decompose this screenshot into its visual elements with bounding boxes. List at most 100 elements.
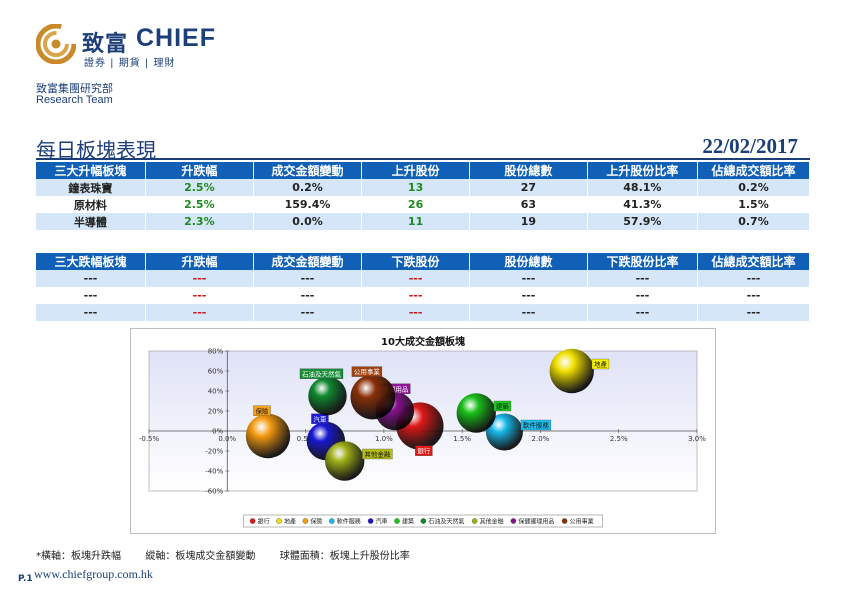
turnover-share: 0.2% [697, 179, 811, 196]
table-header: 上升股份 [361, 162, 471, 179]
x-tick-label: 0.5% [297, 435, 315, 443]
footnote-bubble-size: 球體面積：板塊上升股份比率 [279, 551, 410, 562]
legend-marker [302, 518, 309, 524]
bubble-label: 其他金融 [364, 450, 391, 459]
table-row: --- --- --- --- --- --- --- [36, 304, 811, 321]
sector-name: --- [36, 304, 146, 321]
legend-entry: 其他金融 [480, 518, 504, 526]
x-tick-label: 2.5% [610, 435, 628, 443]
total-stocks: 27 [469, 179, 588, 196]
bubble-label: 軟件服務 [523, 421, 550, 430]
turnover-change: --- [253, 287, 363, 304]
bubble-label: 銀行 [417, 446, 431, 455]
x-tick-label: 2.0% [532, 435, 550, 443]
y-tick-label: 0% [212, 428, 223, 436]
y-tick-label: 80% [208, 348, 224, 356]
sector-name: 鐘表珠寶 [36, 179, 146, 196]
legend-marker [276, 518, 282, 524]
table-header: 下跌股份 [361, 253, 471, 270]
legend-marker [367, 518, 374, 524]
x-tick-label: 1.5% [453, 435, 471, 443]
title-divider [36, 158, 810, 160]
x-tick-label: 3.0% [688, 435, 706, 443]
brand-name-cn: 致富 [82, 32, 129, 57]
legend-marker [394, 518, 400, 524]
total-stocks: 19 [469, 213, 588, 230]
change-pct: 2.5% [145, 179, 254, 196]
legend-entry: 軟件服務 [337, 518, 361, 526]
table-header: 成交金額變動 [253, 162, 363, 179]
table-header: 成交金額變動 [253, 253, 363, 270]
sector-name: 原材料 [36, 196, 146, 213]
table-row: 鐘表珠寶 2.5% 0.2% 13 27 48.1% 0.2% [36, 179, 811, 196]
x-tick-label: 1.0% [375, 435, 393, 443]
sector-name: --- [36, 287, 146, 304]
bubble-label-box [299, 368, 344, 379]
table-row: 半導體 2.3% 0.0% 11 19 57.9% 0.7% [36, 213, 811, 230]
bubble [485, 413, 523, 451]
rising-ratio: 41.3% [587, 196, 698, 213]
bubble-label: 石油及天然氣 [302, 369, 342, 378]
website-link[interactable]: www.chiefgroup.com.hk [34, 567, 153, 581]
rising-ratio: 48.1% [587, 179, 698, 196]
legend-entry: 石油及天然氣 [428, 518, 464, 526]
bubble [549, 348, 594, 394]
falling-ratio: --- [587, 304, 698, 321]
turnover-change: --- [253, 270, 363, 287]
bubble-label-box [493, 400, 512, 412]
total-stocks: 63 [469, 196, 588, 213]
table-header: 三大升幅板塊 [36, 162, 146, 179]
bubble-label: 汽車 [313, 414, 327, 423]
turnover-share: --- [697, 270, 811, 287]
sector-name: 半導體 [36, 213, 146, 230]
chart-footnote: *橫軸：板塊升跌幅 縱軸：板塊成交金額變動 球體面積：板塊上升股份比率 [36, 547, 410, 562]
table-header: 佔總成交額比率 [697, 162, 811, 179]
bubble-label: 保險 [255, 406, 269, 415]
table-header: 上升股份比率 [587, 162, 698, 179]
rising-ratio: 57.9% [587, 213, 698, 230]
bubble-label-box [415, 445, 433, 456]
legend-entry: 銀行 [258, 518, 270, 526]
turnover-share: 0.7% [697, 213, 811, 230]
table-row: --- --- --- --- --- --- --- [36, 287, 811, 304]
report-date: 22/02/2017 [702, 134, 798, 158]
bubble [456, 393, 496, 433]
footnote-x-axis: *橫軸：板塊升跌幅 [36, 551, 121, 562]
change-pct: 2.5% [145, 196, 254, 213]
bubble-label-box [520, 419, 552, 431]
rising-stocks: 26 [361, 196, 471, 213]
department-en: Research Team [36, 94, 113, 106]
turnover-change: 0.2% [253, 179, 363, 196]
bubble-label-box [591, 358, 610, 370]
change-pct: --- [145, 304, 255, 321]
total-stocks: --- [469, 304, 588, 321]
y-tick-label: -20% [205, 448, 223, 456]
turnover-share: --- [697, 287, 811, 304]
bubble-label-box [311, 413, 329, 424]
legend-entry: 建築 [402, 518, 414, 526]
turnover-share: 1.5% [697, 196, 811, 213]
turnover-share: --- [697, 304, 811, 321]
falling-stocks: --- [361, 287, 471, 304]
brand-tagline: 證券 | 期貨 | 理財 [84, 58, 176, 69]
legend-entry: 地產 [284, 518, 296, 526]
top-losers-table: 三大跌幅板塊 升跌幅 成交金額變動 下跌股份 股份總數 下跌股份比率 佔總成交額… [36, 253, 811, 321]
legend-marker [249, 518, 256, 524]
change-pct: --- [145, 270, 255, 287]
legend-marker [329, 518, 335, 524]
footnote-y-axis: 縱軸：板塊成交金額變動 [145, 551, 256, 562]
x-tick-label: -0.5% [139, 435, 160, 443]
turnover-change: --- [253, 304, 363, 321]
chief-logo-icon [36, 24, 76, 64]
table-row: 原材料 2.5% 159.4% 26 63 41.3% 1.5% [36, 196, 811, 213]
legend-marker [471, 518, 478, 524]
table-header-row: 三大升幅板塊 升跌幅 成交金額變動 上升股份 股份總數 上升股份比率 佔總成交額… [36, 162, 811, 179]
page-number: P.1 [18, 574, 33, 584]
bubble [245, 413, 291, 459]
bubble [308, 376, 347, 416]
x-tick-label: 0.0% [218, 435, 236, 443]
y-tick-label: -60% [205, 488, 223, 496]
rising-stocks: 11 [361, 213, 471, 230]
bubble-label-box [253, 405, 271, 416]
falling-stocks: --- [361, 270, 471, 287]
